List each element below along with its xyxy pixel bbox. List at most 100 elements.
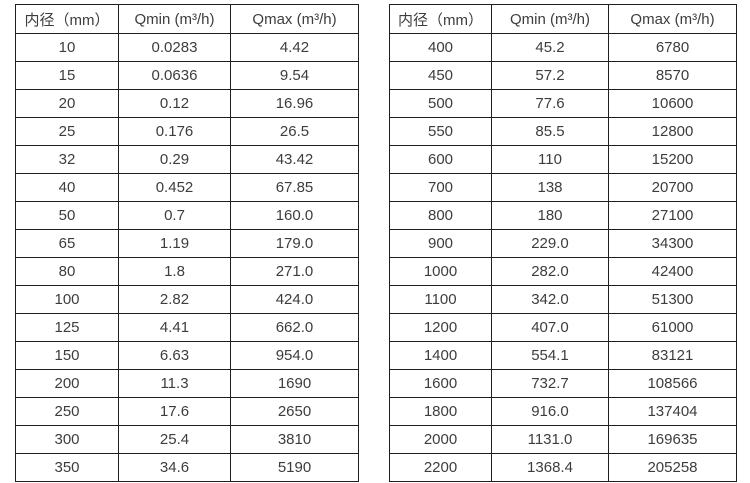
spec-table-small-diameters: 内径（mm） Qmin (m³/h) Qmax (m³/h) 10 0.0283 4.4… bbox=[15, 4, 359, 482]
table-cell: 45.2 bbox=[491, 33, 609, 62]
table-cell: 110 bbox=[491, 145, 609, 174]
table-cell: 11.3 bbox=[118, 369, 231, 398]
table-row: 125 4.41 662.0 bbox=[15, 313, 359, 342]
table-row: 350 34.6 5190 bbox=[15, 453, 359, 482]
table-row: 50 0.7 160.0 bbox=[15, 201, 359, 230]
table-cell: 10 bbox=[15, 33, 119, 62]
table-cell: 138 bbox=[491, 173, 609, 202]
table-cell: 1131.0 bbox=[491, 425, 609, 454]
table-cell: 205258 bbox=[608, 453, 737, 482]
table-cell: 1.19 bbox=[118, 229, 231, 258]
table-row: 2200 1368.4 205258 bbox=[389, 453, 737, 482]
table-row: 1100 342.0 51300 bbox=[389, 285, 737, 314]
table-row: 1800 916.0 137404 bbox=[389, 397, 737, 426]
table-row: 15 0.0636 9.54 bbox=[15, 61, 359, 90]
table-row: 40 0.452 67.85 bbox=[15, 173, 359, 202]
table-body: 10 0.0283 4.42 15 0.0636 9.54 20 0.12 16.96 25 0.1… bbox=[15, 33, 359, 482]
table-cell: 150 bbox=[15, 341, 119, 370]
table-cell: 1368.4 bbox=[491, 453, 609, 482]
table-cell: 65 bbox=[15, 229, 119, 258]
table-cell: 169635 bbox=[608, 425, 737, 454]
table-cell: 12800 bbox=[608, 117, 737, 146]
table-cell: 180 bbox=[491, 201, 609, 230]
table-cell: 1.8 bbox=[118, 257, 231, 286]
table-cell: 350 bbox=[15, 453, 119, 482]
table-cell: 500 bbox=[389, 89, 492, 118]
table-cell: 8570 bbox=[608, 61, 737, 90]
table-row: 400 45.2 6780 bbox=[389, 33, 737, 62]
table-cell: 10600 bbox=[608, 89, 737, 118]
table-cell: 1200 bbox=[389, 313, 492, 342]
column-header: Qmax (m³/h) bbox=[608, 4, 737, 34]
table-cell: 51300 bbox=[608, 285, 737, 314]
table-row: 1400 554.1 83121 bbox=[389, 341, 737, 370]
table-row: 550 85.5 12800 bbox=[389, 117, 737, 146]
table-cell: 40 bbox=[15, 173, 119, 202]
table-cell: 4.41 bbox=[118, 313, 231, 342]
table-cell: 954.0 bbox=[230, 341, 359, 370]
table-row: 1200 407.0 61000 bbox=[389, 313, 737, 342]
table-cell: 700 bbox=[389, 173, 492, 202]
table-cell: 32 bbox=[15, 145, 119, 174]
table-cell: 6780 bbox=[608, 33, 737, 62]
table-cell: 0.12 bbox=[118, 89, 231, 118]
table-cell: 61000 bbox=[608, 313, 737, 342]
table-cell: 250 bbox=[15, 397, 119, 426]
table-cell: 80 bbox=[15, 257, 119, 286]
table-cell: 424.0 bbox=[230, 285, 359, 314]
table-row: 500 77.6 10600 bbox=[389, 89, 737, 118]
table-row: 200 11.3 1690 bbox=[15, 369, 359, 398]
table-row: 1000 282.0 42400 bbox=[389, 257, 737, 286]
column-header: 内径（mm） bbox=[15, 4, 119, 34]
table-cell: 2.82 bbox=[118, 285, 231, 314]
table-cell: 20700 bbox=[608, 173, 737, 202]
table-cell: 732.7 bbox=[491, 369, 609, 398]
table-row: 32 0.29 43.42 bbox=[15, 145, 359, 174]
table-header: 内径（mm） Qmin (m³/h) Qmax (m³/h) bbox=[389, 4, 737, 34]
table-cell: 200 bbox=[15, 369, 119, 398]
table-cell: 125 bbox=[15, 313, 119, 342]
table-cell: 0.7 bbox=[118, 201, 231, 230]
table-cell: 85.5 bbox=[491, 117, 609, 146]
table-cell: 83121 bbox=[608, 341, 737, 370]
table-cell: 3810 bbox=[230, 425, 359, 454]
table-cell: 916.0 bbox=[491, 397, 609, 426]
table-row: 800 180 27100 bbox=[389, 201, 737, 230]
table-cell: 4.42 bbox=[230, 33, 359, 62]
spec-table-large-diameters: 内径（mm） Qmin (m³/h) Qmax (m³/h) 400 45.2 6780… bbox=[389, 4, 737, 482]
table-cell: 26.5 bbox=[230, 117, 359, 146]
table-cell: 1400 bbox=[389, 341, 492, 370]
table-cell: 25 bbox=[15, 117, 119, 146]
table-cell: 34300 bbox=[608, 229, 737, 258]
table-cell: 1690 bbox=[230, 369, 359, 398]
table-cell: 57.2 bbox=[491, 61, 609, 90]
table-cell: 282.0 bbox=[491, 257, 609, 286]
table-cell: 6.63 bbox=[118, 341, 231, 370]
column-header: Qmax (m³/h) bbox=[230, 4, 359, 34]
table-cell: 0.452 bbox=[118, 173, 231, 202]
table-body: 400 45.2 6780 450 57.2 8570 500 77.6 10600 550 85.… bbox=[389, 33, 737, 482]
table-cell: 550 bbox=[389, 117, 492, 146]
table-cell: 137404 bbox=[608, 397, 737, 426]
table-row: 600 110 15200 bbox=[389, 145, 737, 174]
table-row: 20 0.12 16.96 bbox=[15, 89, 359, 118]
table-cell: 0.0636 bbox=[118, 61, 231, 90]
table-cell: 407.0 bbox=[491, 313, 609, 342]
table-cell: 600 bbox=[389, 145, 492, 174]
table-cell: 100 bbox=[15, 285, 119, 314]
table-cell: 2200 bbox=[389, 453, 492, 482]
table-cell: 15 bbox=[15, 61, 119, 90]
table-cell: 5190 bbox=[230, 453, 359, 482]
table-cell: 342.0 bbox=[491, 285, 609, 314]
table-row: 450 57.2 8570 bbox=[389, 61, 737, 90]
table-row: 80 1.8 271.0 bbox=[15, 257, 359, 286]
table-cell: 34.6 bbox=[118, 453, 231, 482]
table-row: 25 0.176 26.5 bbox=[15, 117, 359, 146]
table-cell: 43.42 bbox=[230, 145, 359, 174]
table-cell: 0.176 bbox=[118, 117, 231, 146]
table-row: 2000 1131.0 169635 bbox=[389, 425, 737, 454]
header-row: 内径（mm） Qmin (m³/h) Qmax (m³/h) bbox=[389, 4, 737, 34]
table-cell: 0.29 bbox=[118, 145, 231, 174]
table-cell: 27100 bbox=[608, 201, 737, 230]
table-cell: 662.0 bbox=[230, 313, 359, 342]
